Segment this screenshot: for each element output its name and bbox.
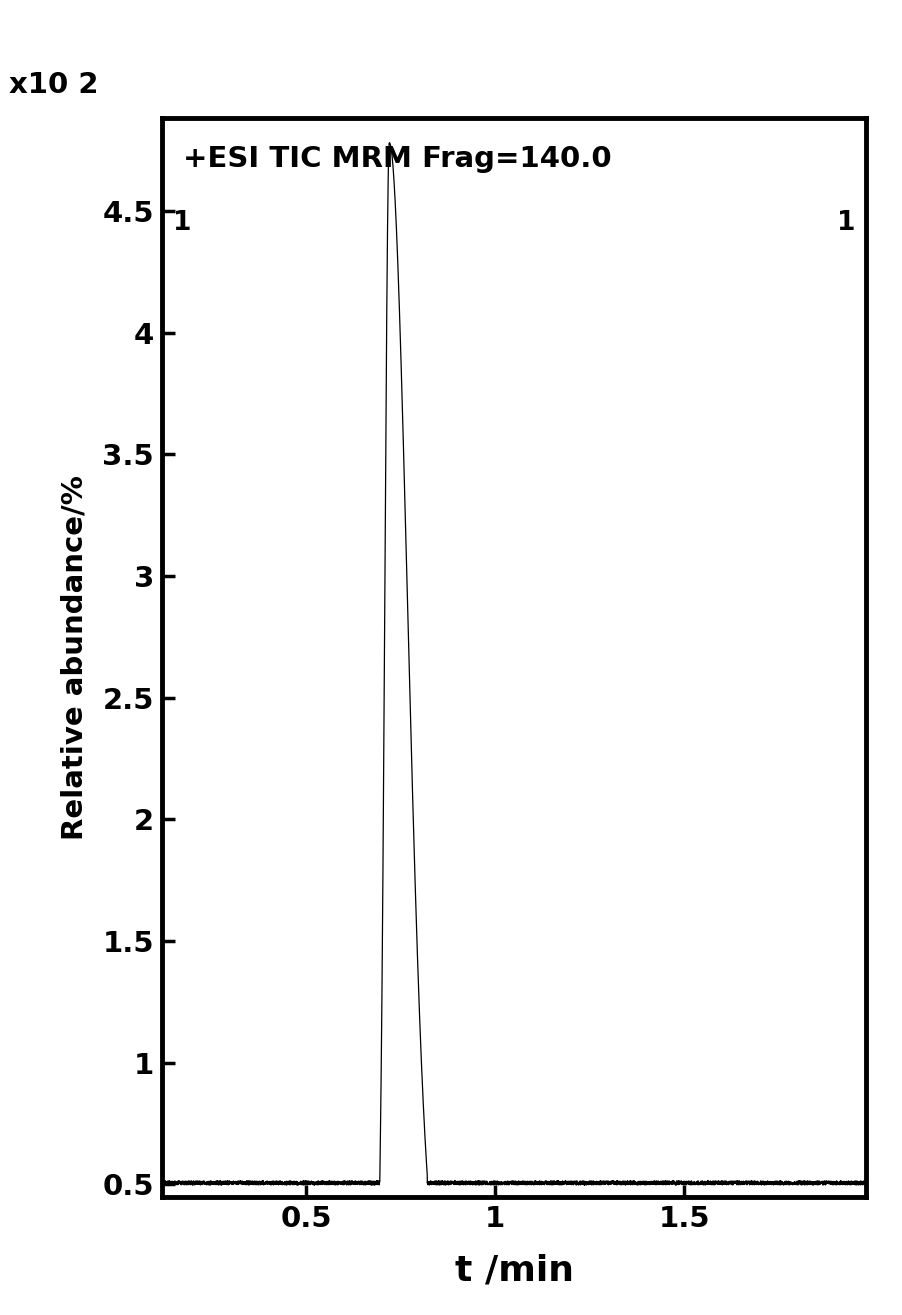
- Text: 1: 1: [173, 210, 191, 235]
- Text: x10 2: x10 2: [9, 71, 98, 99]
- Text: 1: 1: [837, 210, 855, 235]
- X-axis label: t /min: t /min: [455, 1253, 574, 1287]
- Text: +ESI TIC MRM Frag=140.0: +ESI TIC MRM Frag=140.0: [183, 146, 612, 174]
- Y-axis label: Relative abundance/%: Relative abundance/%: [60, 475, 88, 840]
